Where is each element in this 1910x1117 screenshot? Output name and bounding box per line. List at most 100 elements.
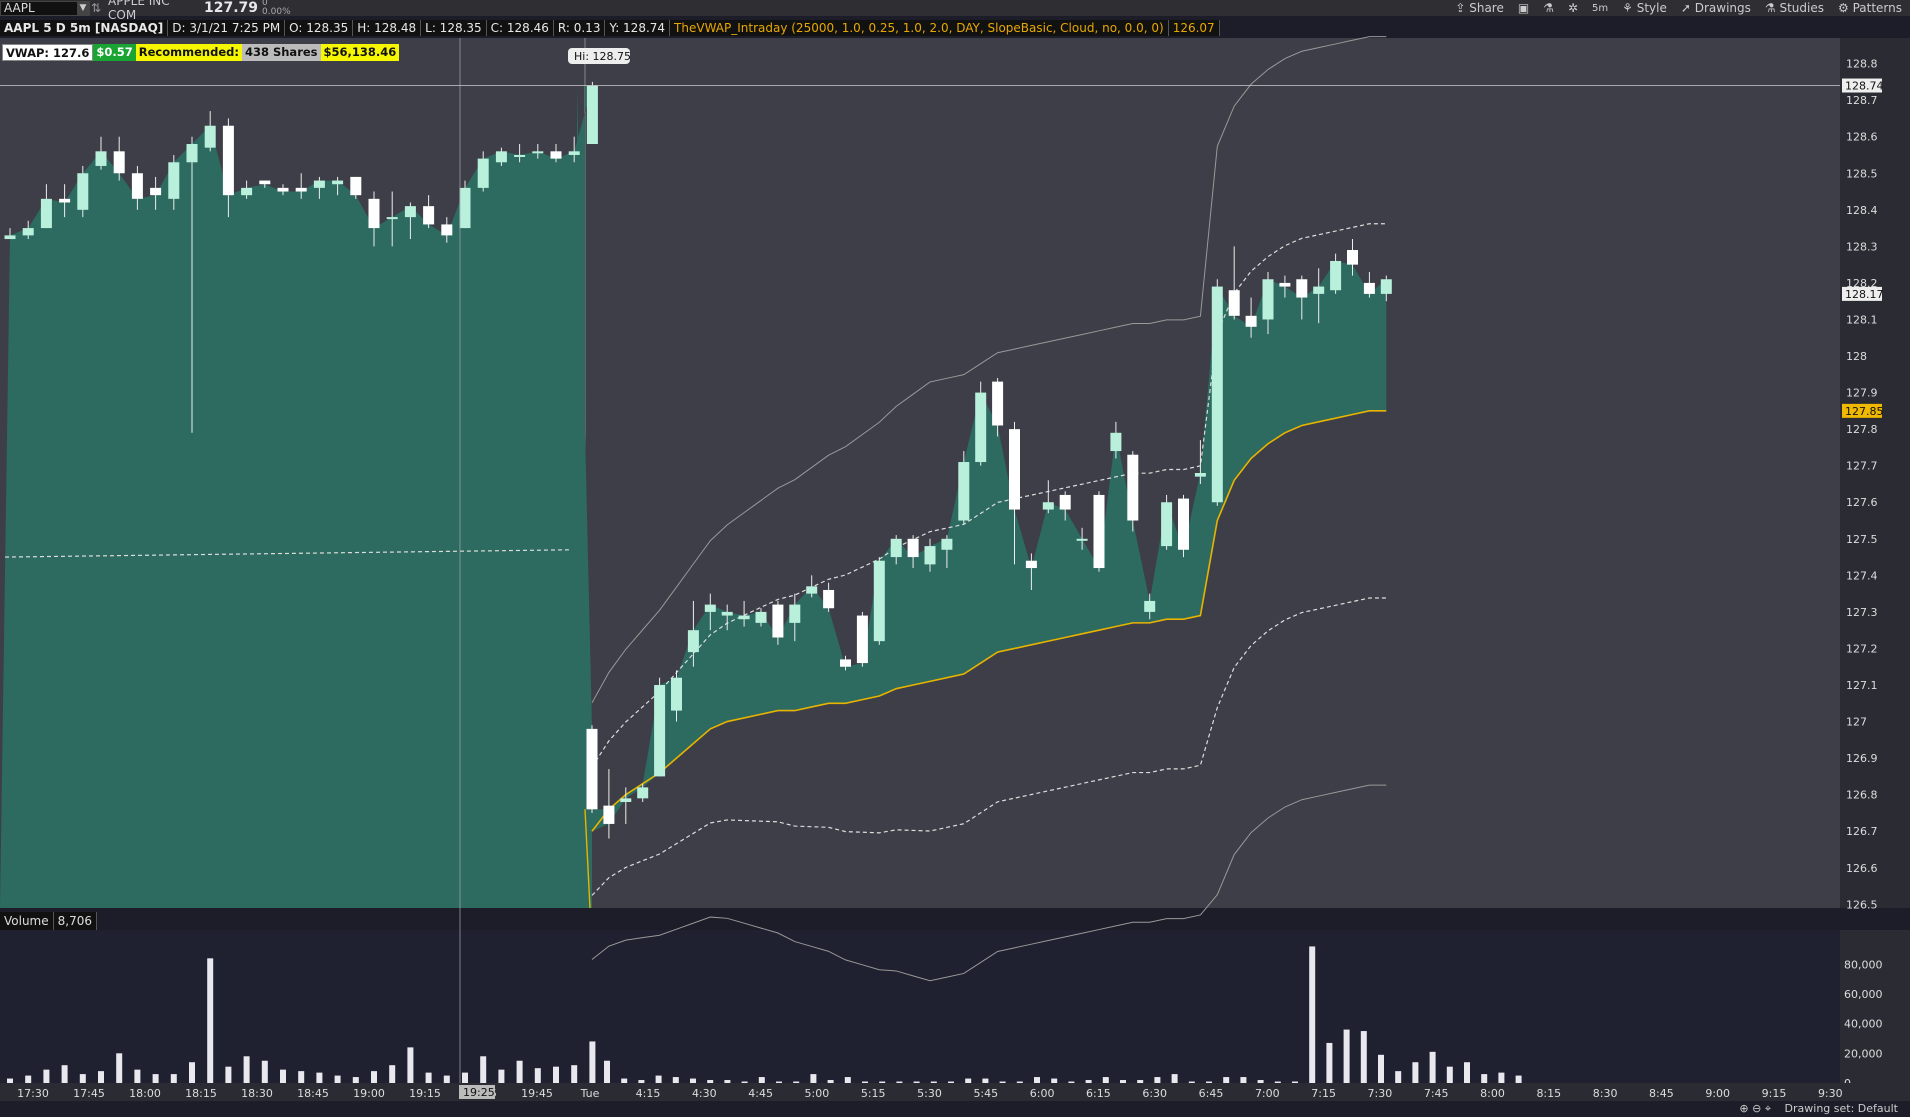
chevron-down-icon[interactable]: ▼ bbox=[77, 1, 89, 15]
candle-body bbox=[1076, 538, 1088, 541]
price-axis-bg bbox=[1840, 38, 1910, 908]
volume-bar bbox=[621, 1078, 628, 1083]
volume-bar bbox=[516, 1060, 523, 1083]
time-axis: 17:30 17:45 18:00 18:15 18:30 18:45 19:00 19:15… bbox=[0, 1083, 1910, 1101]
candle-body bbox=[975, 392, 987, 463]
volume-bar bbox=[1016, 1081, 1023, 1083]
candle-body bbox=[241, 187, 253, 196]
time-tick-label: 19:00 bbox=[353, 1087, 385, 1100]
volume-bar bbox=[810, 1074, 817, 1083]
volume-bar bbox=[1034, 1077, 1040, 1083]
recommended-label: Recommended: bbox=[135, 44, 242, 61]
camera-icon[interactable]: ▣ bbox=[1517, 1, 1530, 15]
candle-body bbox=[1228, 290, 1240, 316]
company-name: APPLE INC COM bbox=[108, 0, 170, 22]
volume-title: Volume bbox=[0, 912, 54, 930]
candle-body bbox=[789, 604, 801, 623]
candle-body bbox=[204, 125, 216, 148]
flask-icon[interactable]: ⚗ bbox=[1543, 1, 1554, 15]
volume-bar bbox=[1464, 1062, 1470, 1083]
candle-body bbox=[823, 589, 835, 609]
time-tick-label: 17:30 bbox=[17, 1087, 49, 1100]
volume-bar bbox=[655, 1075, 662, 1083]
volume-bar bbox=[280, 1069, 286, 1083]
candles bbox=[4, 81, 1392, 839]
zoom-icon[interactable]: ⊕ ⊖ ⌖ bbox=[1739, 1102, 1772, 1115]
candle-body bbox=[924, 546, 936, 565]
timeframe-button[interactable]: 5m bbox=[1592, 2, 1609, 14]
candle-body bbox=[1380, 279, 1392, 294]
studies-button[interactable]: ⚗ Studies bbox=[1764, 1, 1824, 15]
volume-bar bbox=[1240, 1077, 1247, 1083]
volume-bar bbox=[638, 1080, 645, 1083]
time-tick-label: 4:15 bbox=[636, 1087, 661, 1100]
volume-bar bbox=[1274, 1081, 1281, 1083]
study-label[interactable]: TheVWAP_Intraday (25000, 1.0, 0.25, 1.0,… bbox=[670, 20, 1169, 36]
candle-body bbox=[404, 206, 416, 218]
volume-bar bbox=[1085, 1080, 1092, 1083]
candle-body bbox=[654, 685, 666, 777]
volume-bar bbox=[862, 1081, 868, 1083]
candle-body bbox=[332, 180, 344, 185]
price-tick-label: 128.7 bbox=[1846, 94, 1878, 107]
vwap-value: VWAP: 127.6 bbox=[2, 44, 94, 61]
volume-bar bbox=[1378, 1054, 1384, 1083]
candle-body bbox=[1093, 494, 1105, 569]
gear-icon[interactable]: ✲ bbox=[1567, 1, 1579, 15]
volume-bar bbox=[1309, 946, 1316, 1083]
volume-bar bbox=[498, 1069, 505, 1083]
patterns-button[interactable]: ⚙ Patterns bbox=[1837, 1, 1902, 15]
candle-body bbox=[687, 630, 699, 653]
style-button[interactable]: ⚘ Style bbox=[1622, 1, 1667, 15]
volume-current: 8,706 bbox=[53, 912, 97, 930]
candle-body bbox=[958, 462, 970, 521]
drawing-set-status[interactable]: ⊕ ⊖ ⌖ Drawing set: Default bbox=[1739, 1101, 1898, 1117]
volume-bar bbox=[1206, 1081, 1212, 1083]
candle-body bbox=[532, 151, 544, 154]
share-button[interactable]: ⇪ Share bbox=[1455, 1, 1504, 15]
time-tick-label: 19:45 bbox=[521, 1087, 553, 1100]
candle-body bbox=[59, 198, 71, 203]
symbol-input[interactable]: AAPL ▼ bbox=[0, 0, 90, 16]
candle-body bbox=[423, 206, 435, 225]
volume-bar bbox=[1429, 1051, 1436, 1083]
volume-bar bbox=[690, 1078, 696, 1083]
drawing-set-label: Drawing set: Default bbox=[1784, 1102, 1898, 1115]
drawings-button[interactable]: ➚ Drawings bbox=[1680, 1, 1751, 15]
price-tick-label: 127.6 bbox=[1846, 496, 1878, 509]
candle-body bbox=[890, 538, 902, 558]
price-tick-label: 126.5 bbox=[1846, 898, 1878, 911]
candle-body bbox=[295, 187, 307, 192]
volume-bar bbox=[389, 1065, 396, 1083]
volume-bar bbox=[1395, 1071, 1402, 1083]
time-tick-label: 8:15 bbox=[1536, 1087, 1561, 1100]
time-tick-label: 7:30 bbox=[1368, 1087, 1393, 1100]
candle-body bbox=[150, 187, 162, 196]
volume-bar bbox=[589, 1041, 596, 1083]
candle-body bbox=[186, 144, 198, 163]
candle-body bbox=[222, 125, 234, 196]
volume-bar bbox=[243, 1056, 250, 1083]
candle-body bbox=[704, 604, 716, 612]
cursor-time-label: 19:25 bbox=[463, 1086, 495, 1099]
candle-body bbox=[755, 611, 767, 623]
volume-bar bbox=[896, 1081, 903, 1083]
bar-date: D: 3/1/21 7:25 PM bbox=[168, 20, 286, 36]
volume-bar bbox=[553, 1066, 559, 1083]
candle-body bbox=[1245, 315, 1257, 327]
candle-body bbox=[477, 158, 489, 188]
time-tick-label: Tue bbox=[580, 1087, 600, 1100]
price-tick-label: 127.9 bbox=[1846, 387, 1878, 400]
bar-high: H: 128.48 bbox=[353, 20, 422, 36]
time-tick-label: 19:15 bbox=[409, 1087, 441, 1100]
time-tick-label: 7:00 bbox=[1255, 1087, 1280, 1100]
band-lower-inner bbox=[591, 597, 1387, 896]
cloud-after-hours bbox=[0, 85, 593, 909]
link-icon[interactable]: ⇅ bbox=[90, 1, 102, 15]
drawings-label: Drawings bbox=[1694, 1, 1751, 15]
candle-body bbox=[1127, 454, 1139, 521]
volume-bar bbox=[207, 958, 214, 1083]
volume-bar bbox=[1051, 1078, 1058, 1083]
candle-body bbox=[1313, 286, 1325, 294]
